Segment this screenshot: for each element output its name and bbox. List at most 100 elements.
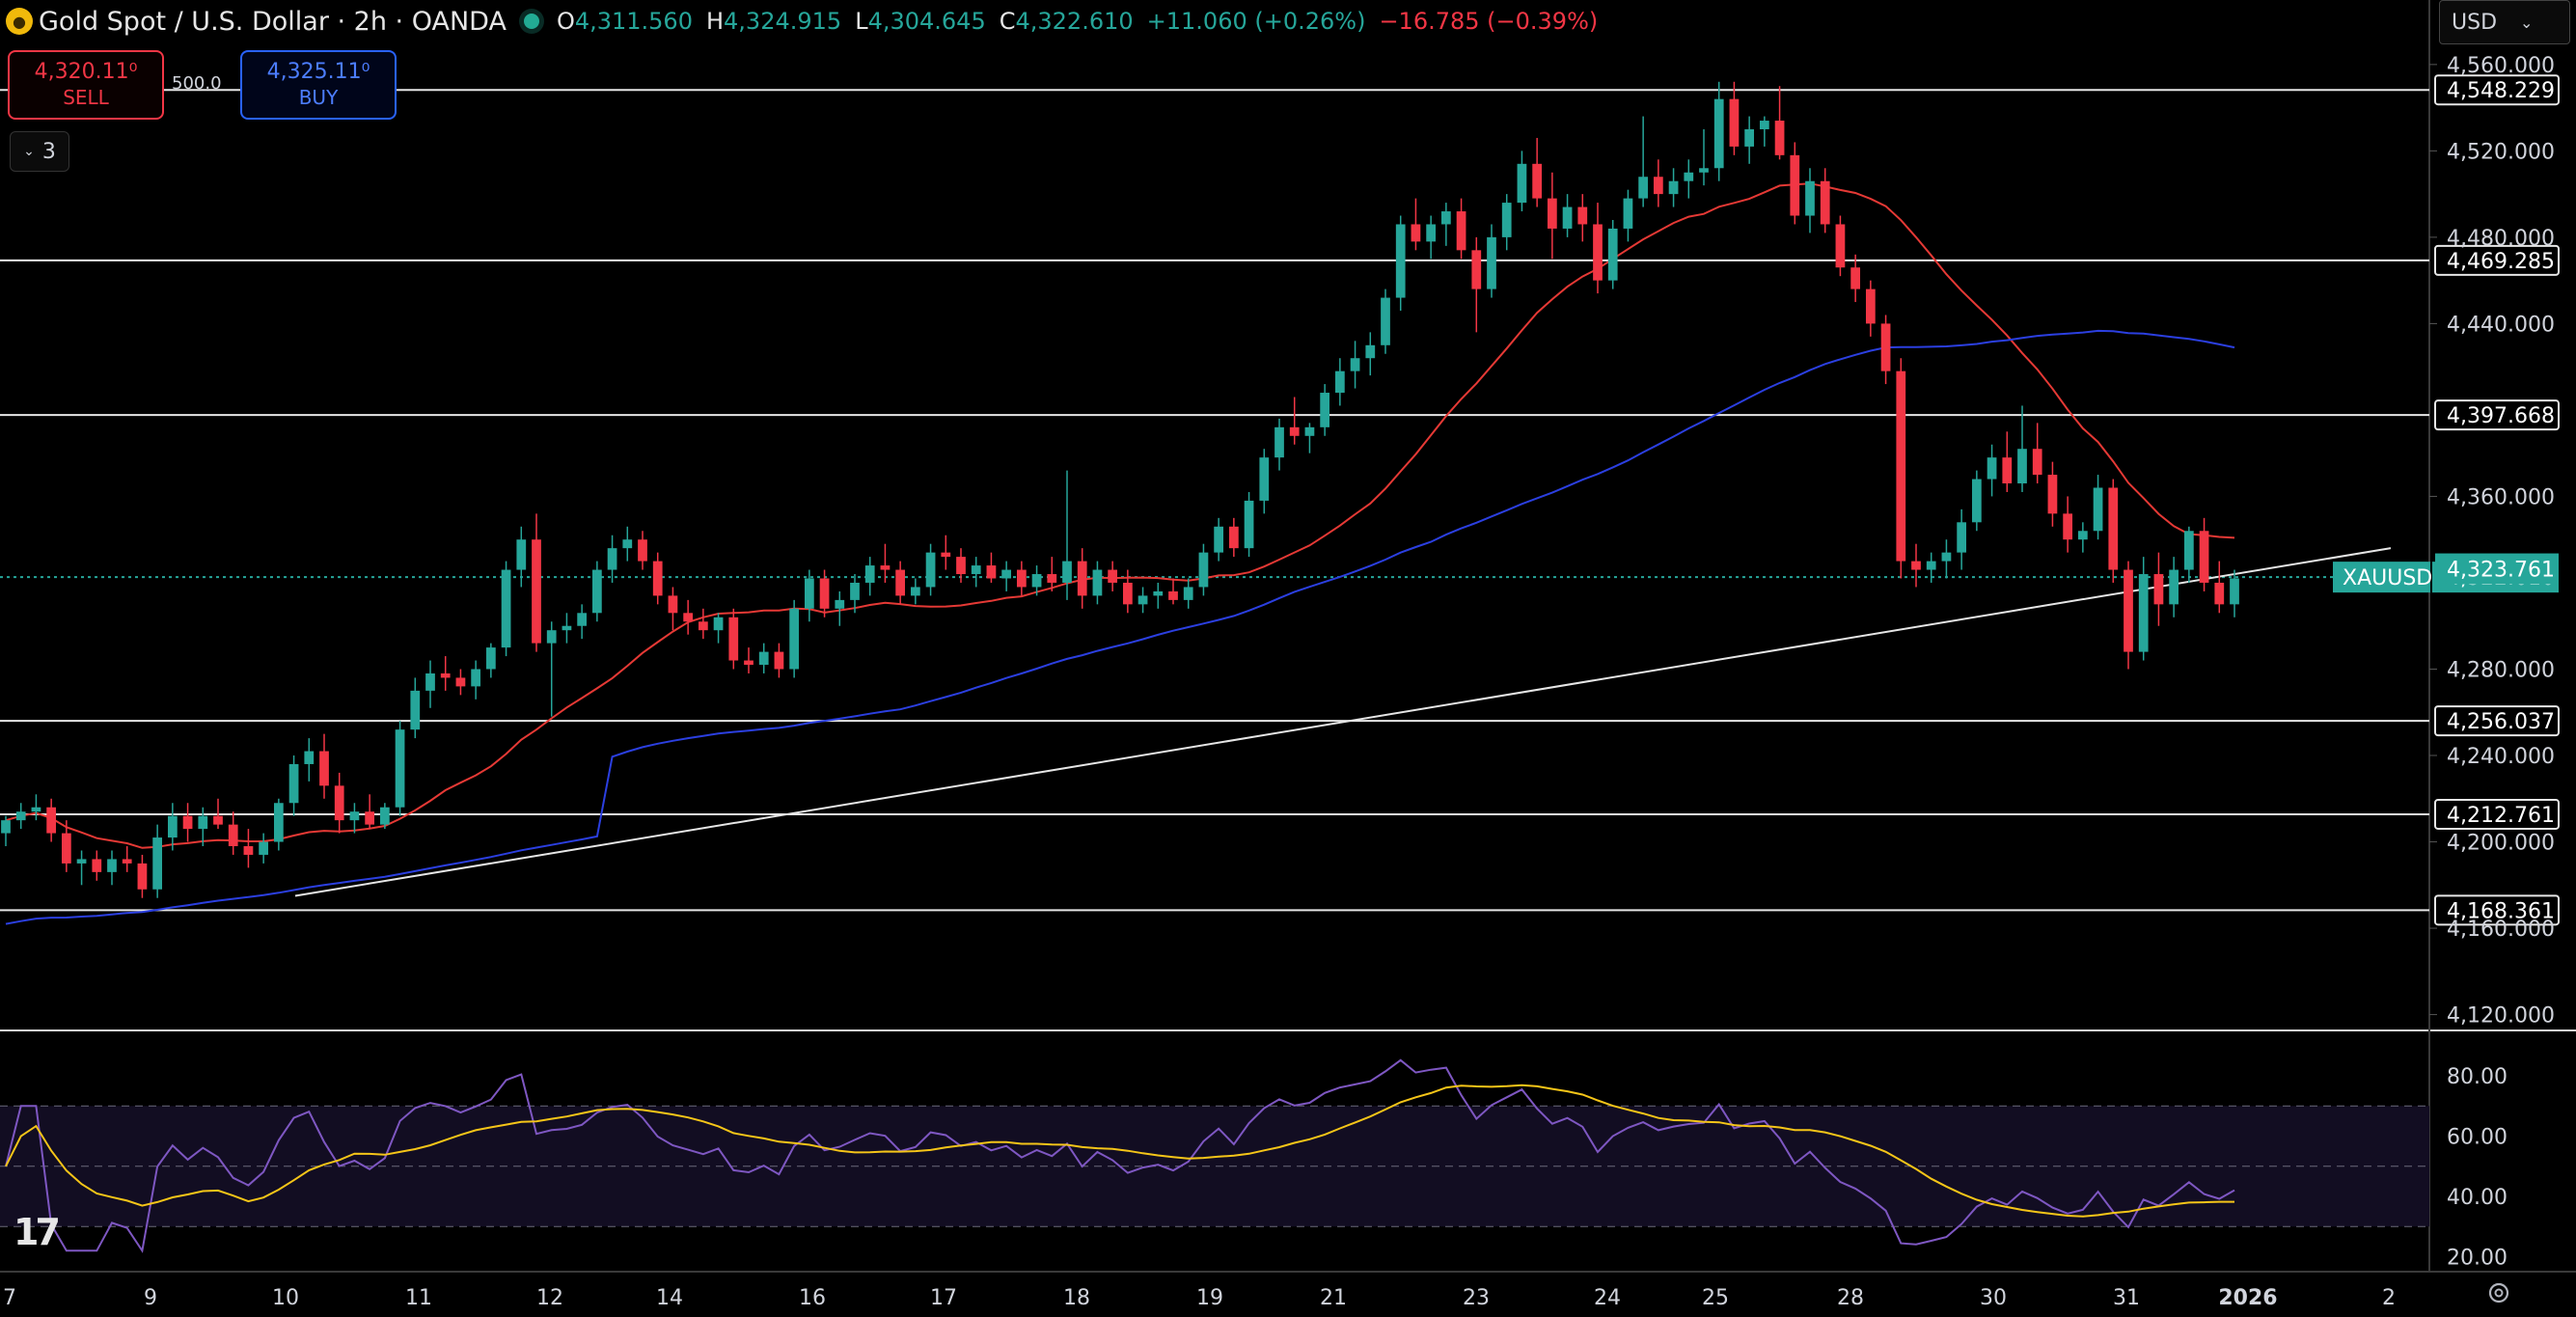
candle-body (107, 859, 117, 872)
candle-body (122, 859, 132, 864)
candle-body (2199, 531, 2209, 583)
candle-body (501, 569, 511, 648)
candle-body (971, 565, 981, 575)
candle-body (2138, 574, 2149, 652)
candle-body (2093, 487, 2103, 532)
y-tick-label: 4,280.000 (2447, 658, 2555, 682)
candle-body (835, 599, 845, 609)
candle-body (485, 647, 496, 670)
x-tick-label: 16 (799, 1286, 826, 1310)
candle-body (1259, 457, 1270, 501)
candle-body (774, 651, 784, 670)
indicators-toggle-button[interactable]: ⌄ 3 (10, 131, 69, 172)
candle-body (607, 548, 617, 570)
candle-body (1320, 393, 1330, 427)
y-tick-label: 4,480.000 (2447, 227, 2555, 251)
candle-body (562, 625, 572, 631)
candle-body (1987, 457, 1997, 480)
candle-body (850, 582, 860, 600)
y-tick-label: 4,360.000 (2447, 485, 2555, 509)
candle-body (1, 820, 11, 834)
x-tick-label: 17 (930, 1286, 957, 1310)
candle-body (395, 729, 405, 808)
candle-body (2169, 569, 2179, 605)
ohlc-change: +11.060 (+0.26%) (1146, 8, 1366, 35)
candle-body (577, 613, 588, 626)
rsi-y-tick-label: 80.00 (2447, 1065, 2507, 1089)
candle-body (1501, 203, 1512, 237)
currency-selector[interactable]: USD ⌄ (2439, 0, 2570, 44)
candle-body (864, 565, 875, 583)
candle-body (1108, 569, 1118, 583)
gear-icon[interactable] (2485, 1279, 2512, 1306)
x-tick-label: 25 (1702, 1286, 1729, 1310)
candle-body (1638, 177, 1649, 199)
ohlc-open: O4,311.560 (556, 8, 693, 35)
candle-body (941, 552, 951, 558)
moving-average-fast-line (5, 182, 2235, 849)
candle-body (1365, 344, 1376, 359)
candle-body (1820, 180, 1830, 225)
rsi-line (5, 1058, 2235, 1253)
candle-body (455, 677, 466, 687)
candle-body (152, 837, 163, 890)
x-tick-label: 2 (2382, 1286, 2396, 1310)
candle-body (137, 863, 148, 890)
candle-body (1334, 370, 1345, 394)
ohlc-high: H4,324.915 (705, 8, 842, 35)
ohlc-change-secondary: −16.785 (−0.39%) (1379, 8, 1599, 35)
candle-body (213, 815, 223, 825)
candle-body (288, 763, 299, 804)
moving-average-slow-line (5, 329, 2235, 925)
symbol-title[interactable]: Gold Spot / U.S. Dollar · 2h · OANDA (39, 6, 507, 37)
candle-body (31, 807, 41, 812)
y-tick-label: 4,160.000 (2447, 918, 2555, 942)
candle-body (228, 824, 238, 847)
x-tick-label: 24 (1594, 1286, 1621, 1310)
sell-button[interactable]: 4,320.11⁰ SELL (8, 50, 164, 120)
candle-body (349, 811, 360, 821)
candle-body (758, 651, 769, 666)
candle-body (1713, 98, 1724, 169)
x-tick-label: 10 (272, 1286, 299, 1310)
rsi-y-tick-label: 60.00 (2447, 1126, 2507, 1150)
candle-body (304, 751, 315, 764)
candle-body (1926, 561, 1936, 570)
x-tick-label: 30 (1980, 1286, 2007, 1310)
candle-body (1577, 206, 1588, 225)
marker-price-label: 4,323.761 (2447, 559, 2555, 583)
candle-body (713, 617, 724, 631)
candle-body (1896, 370, 1906, 562)
currency-value: USD (2452, 10, 2498, 35)
candle-body (365, 811, 375, 825)
candle-body (1607, 228, 1618, 281)
buy-button[interactable]: 4,325.11⁰ BUY (240, 50, 397, 120)
level-price-box (2434, 244, 2560, 276)
candle-body (259, 841, 269, 855)
tradingview-logo-icon[interactable]: 17 (14, 1211, 61, 1253)
candle-body (1062, 561, 1072, 583)
candle-body (986, 565, 997, 579)
candle-body (1653, 177, 1663, 195)
candle-body (591, 569, 602, 614)
candle-body (1228, 526, 1239, 549)
market-status-icon (523, 14, 539, 29)
candle-body (198, 815, 208, 830)
candle-body (440, 672, 451, 678)
candle-body (1183, 587, 1193, 600)
candle-body (1456, 211, 1466, 251)
candle-body (668, 595, 678, 614)
level-price-label: 4,256.037 (2447, 710, 2555, 734)
candle-body (1532, 163, 1543, 199)
candle-body (1729, 98, 1740, 147)
sell-price: 4,320.11⁰ (34, 60, 138, 84)
candle-body (1244, 500, 1254, 549)
candle-body (1122, 582, 1133, 605)
candle-body (1411, 224, 1421, 242)
candle-body (92, 859, 102, 872)
candle-body (1699, 168, 1709, 173)
candle-body (895, 569, 906, 596)
candle-body (1137, 595, 1148, 605)
candle-body (1426, 224, 1437, 242)
